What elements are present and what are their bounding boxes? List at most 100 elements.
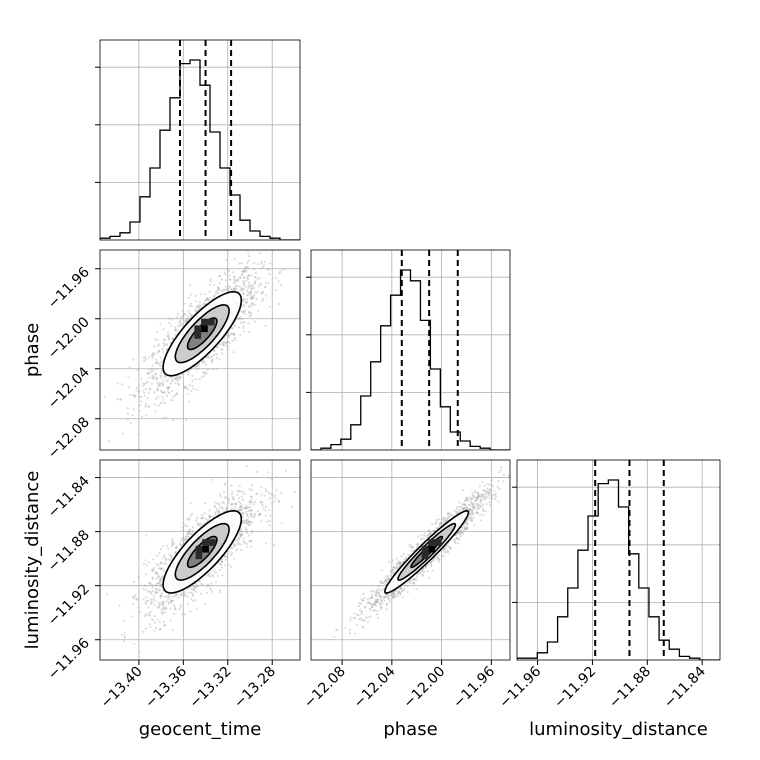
scatter-point [157,576,160,579]
scatter-point [187,373,190,376]
scatter-point [204,298,207,301]
scatter-point [261,299,264,302]
scatter-point [375,600,378,603]
scatter-point [392,596,395,600]
scatter-point [243,541,246,544]
scatter-point [138,384,141,387]
scatter-point [190,314,193,317]
scatter-point [225,288,228,291]
scatter-point [240,508,243,512]
scatter-point [160,568,163,571]
scatter-point [156,381,159,385]
scatter-point [191,384,194,387]
scatter-point [236,489,239,492]
scatter-point [264,324,267,327]
scatter-point [233,324,237,327]
scatter-point [226,341,229,344]
scatter-point [224,273,227,276]
scatter-point [232,498,235,501]
scatter-point [170,318,173,321]
scatter-point [497,480,500,483]
scatter-point [250,287,253,290]
scatter-point [380,595,383,598]
scatter-point [480,505,483,508]
scatter-point [245,285,248,289]
scatter-point [235,503,238,506]
scatter-point [167,598,170,601]
scatter-point [406,581,409,584]
scatter-point [194,294,197,297]
scatter-point [493,494,496,497]
scatter-point [415,543,418,546]
scatter-point [391,591,394,594]
panel-content [106,460,297,654]
scatter-point [428,533,431,536]
scatter-point [218,506,221,509]
scatter-point [168,595,171,598]
scatter-point [192,594,195,597]
scatter-point [184,386,187,389]
scatter-point [442,554,445,557]
scatter-point [220,560,223,563]
scatter-point [161,351,164,354]
scatter-point [256,492,259,495]
scatter-point [375,592,378,595]
scatter-point [182,522,185,525]
scatter-point [471,511,475,515]
scatter-point [234,287,237,290]
scatter-point [429,561,432,564]
scatter-point [154,621,157,625]
scatter-point [491,485,494,488]
scatter-point [181,316,184,319]
scatter-point [244,309,247,312]
scatter-point [174,328,177,332]
scatter-point [122,619,125,622]
scatter-point [447,512,450,515]
scatter-point [172,541,175,544]
scatter-point [262,291,265,294]
scatter-point [360,610,363,613]
scatter-point [198,523,201,527]
scatter-point [358,608,362,611]
scatter-point [188,531,191,534]
scatter-point [223,554,227,557]
scatter-point [190,514,193,517]
scatter-point [465,496,468,499]
scatter-point [244,266,247,269]
scatter-point [199,304,202,307]
scatter-point [156,344,159,347]
scatter-point [231,332,234,335]
scatter-point [136,598,139,601]
scatter-point [196,516,199,519]
scatter-point [252,261,256,265]
scatter-point [471,509,474,513]
scatter-point [135,389,138,392]
scatter-point [449,514,452,517]
scatter-point [165,380,168,383]
scatter-point [245,531,248,535]
scatter-point [245,522,249,525]
scatter-point [221,352,224,355]
scatter-point [128,366,131,369]
scatter-point [165,557,168,560]
scatter-point [224,482,227,485]
scatter-point [470,518,473,521]
scatter-point [209,516,212,519]
scatter-point [166,595,169,598]
scatter-point [213,353,216,357]
scatter-point [216,510,219,513]
scatter-point [254,282,257,285]
scatter-point [143,615,147,618]
scatter-point [461,502,465,505]
scatter-point [203,521,206,524]
scatter-point [472,516,475,519]
scatter-point [186,317,189,320]
scatter-point [169,601,173,604]
scatter-point [387,595,390,598]
scatter-point [203,374,206,378]
scatter-point [143,391,146,395]
scatter-point [184,387,187,390]
scatter-point [201,513,204,517]
scatter-point [280,522,283,525]
scatter-point [461,507,464,510]
